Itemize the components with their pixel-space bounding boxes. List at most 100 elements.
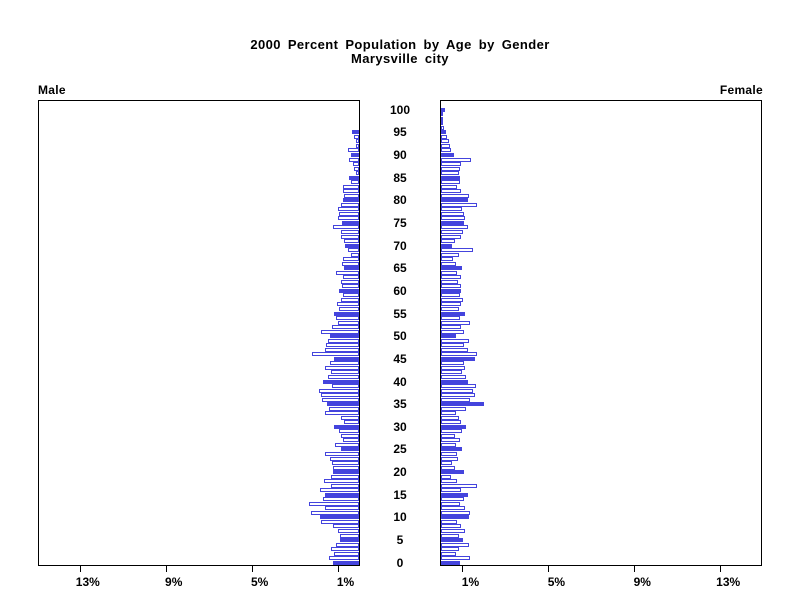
bar-male-age-73	[341, 230, 359, 234]
bar-male-age-12	[324, 506, 359, 511]
age-axis-label-80: 80	[393, 193, 407, 208]
bar-male-age-36	[321, 397, 359, 402]
bar-female-age-45	[441, 356, 476, 361]
bar-male-age-56	[339, 307, 359, 312]
bar-female-age-44	[441, 361, 464, 366]
bar-male-age-33	[324, 411, 359, 416]
bar-male-age-48	[325, 343, 359, 348]
bar-male-age-28	[340, 433, 359, 438]
bar-female-age-86	[441, 171, 460, 176]
bar-female-age-92	[441, 143, 451, 148]
bar-female-age-40	[441, 379, 469, 384]
bar-male-age-15	[325, 492, 359, 497]
male-x-tick-label-5%: 5%	[250, 575, 269, 589]
bar-female-age-51	[441, 329, 464, 334]
bar-female-age-94	[441, 134, 447, 139]
bar-female-age-5	[441, 538, 464, 543]
bar-female-age-41	[441, 374, 467, 379]
bar-female-age-0	[441, 560, 461, 565]
bar-female-age-36	[441, 397, 471, 402]
bar-female-age-46	[441, 352, 477, 357]
bar-male-age-70	[345, 243, 359, 248]
bar-female-age-76	[441, 216, 466, 221]
bar-female-age-10	[441, 515, 469, 520]
bar-female-age-8	[441, 524, 461, 529]
bar-female-age-73	[441, 230, 463, 234]
age-axis-label-20: 20	[393, 465, 407, 480]
bar-male-age-38	[319, 388, 359, 393]
female-panel	[440, 100, 762, 566]
female-x-tick-13%	[720, 566, 722, 572]
age-axis-label-75: 75	[393, 215, 407, 230]
bar-male-age-59	[342, 293, 359, 298]
bar-female-age-71	[441, 239, 455, 244]
bar-female-age-68	[441, 252, 459, 257]
bar-male-age-6	[339, 533, 359, 538]
age-axis-label-30: 30	[393, 419, 407, 434]
age-axis-label-35: 35	[393, 397, 407, 412]
bar-male-age-18	[324, 479, 359, 484]
bar-male-age-90	[350, 153, 359, 157]
bar-male-age-10	[319, 515, 359, 520]
female-panel-label: Female	[719, 83, 763, 97]
bar-male-age-31	[343, 420, 359, 425]
bar-male-age-89	[348, 157, 359, 162]
bar-male-age-66	[341, 261, 359, 266]
bar-male-age-44	[329, 361, 359, 366]
bar-female-age-33	[441, 411, 456, 416]
bar-female-age-80	[441, 198, 468, 203]
bar-female-age-6	[441, 533, 459, 538]
bar-female-age-65	[441, 266, 463, 271]
bar-male-age-58	[340, 297, 359, 302]
bar-male-age-3	[331, 547, 359, 552]
bar-male-age-95	[351, 130, 359, 135]
bar-female-age-95	[441, 130, 446, 135]
bar-male-age-87	[354, 166, 359, 171]
bar-male-age-16	[319, 488, 359, 493]
bar-female-age-43	[441, 365, 466, 370]
bar-female-age-2	[441, 551, 456, 556]
bar-male-age-37	[321, 393, 359, 398]
bar-male-age-11	[310, 510, 359, 515]
bar-female-age-72	[441, 234, 461, 239]
age-axis-label-70: 70	[393, 238, 407, 253]
bar-female-age-58	[441, 297, 464, 302]
bar-male-age-41	[328, 374, 359, 379]
female-x-tick-label-13%: 13%	[716, 575, 741, 589]
bar-male-age-25	[341, 447, 359, 452]
bar-male-age-14	[322, 497, 359, 502]
bar-female-age-49	[441, 338, 469, 343]
bar-female-age-89	[441, 157, 471, 162]
bar-male-age-93	[355, 139, 359, 144]
female-x-tick-5%	[548, 566, 550, 572]
age-axis-label-85: 85	[393, 170, 407, 185]
bar-male-age-61	[341, 284, 359, 289]
bar-male-age-22	[331, 461, 359, 466]
bar-male-age-84	[350, 180, 359, 185]
bar-male-age-24	[324, 451, 359, 456]
bar-male-age-55	[333, 311, 359, 316]
bar-female-age-20	[441, 470, 465, 475]
bar-male-age-86	[355, 171, 359, 176]
bar-female-age-27	[441, 438, 460, 443]
bar-male-age-40	[323, 379, 359, 384]
bar-female-age-22	[441, 461, 453, 466]
chart-subtitle: Marysville city	[351, 51, 449, 66]
male-x-tick-5%	[251, 566, 253, 572]
age-axis-label-95: 95	[393, 125, 407, 140]
age-axis-label-0: 0	[396, 555, 404, 570]
bar-male-age-91	[347, 148, 359, 153]
bar-female-age-47	[441, 347, 468, 352]
female-x-tick-1%	[462, 566, 464, 572]
male-panel	[38, 100, 360, 566]
bar-female-age-64	[441, 270, 457, 275]
bar-male-age-88	[353, 162, 359, 167]
bar-female-age-55	[441, 311, 466, 316]
age-axis-label-10: 10	[393, 510, 407, 525]
bar-male-age-1	[328, 556, 359, 561]
bar-male-age-68	[351, 252, 359, 257]
bar-female-age-96	[441, 125, 444, 130]
male-x-tick-label-13%: 13%	[75, 575, 100, 589]
bar-male-age-52	[331, 325, 359, 330]
bar-male-age-34	[329, 406, 359, 411]
